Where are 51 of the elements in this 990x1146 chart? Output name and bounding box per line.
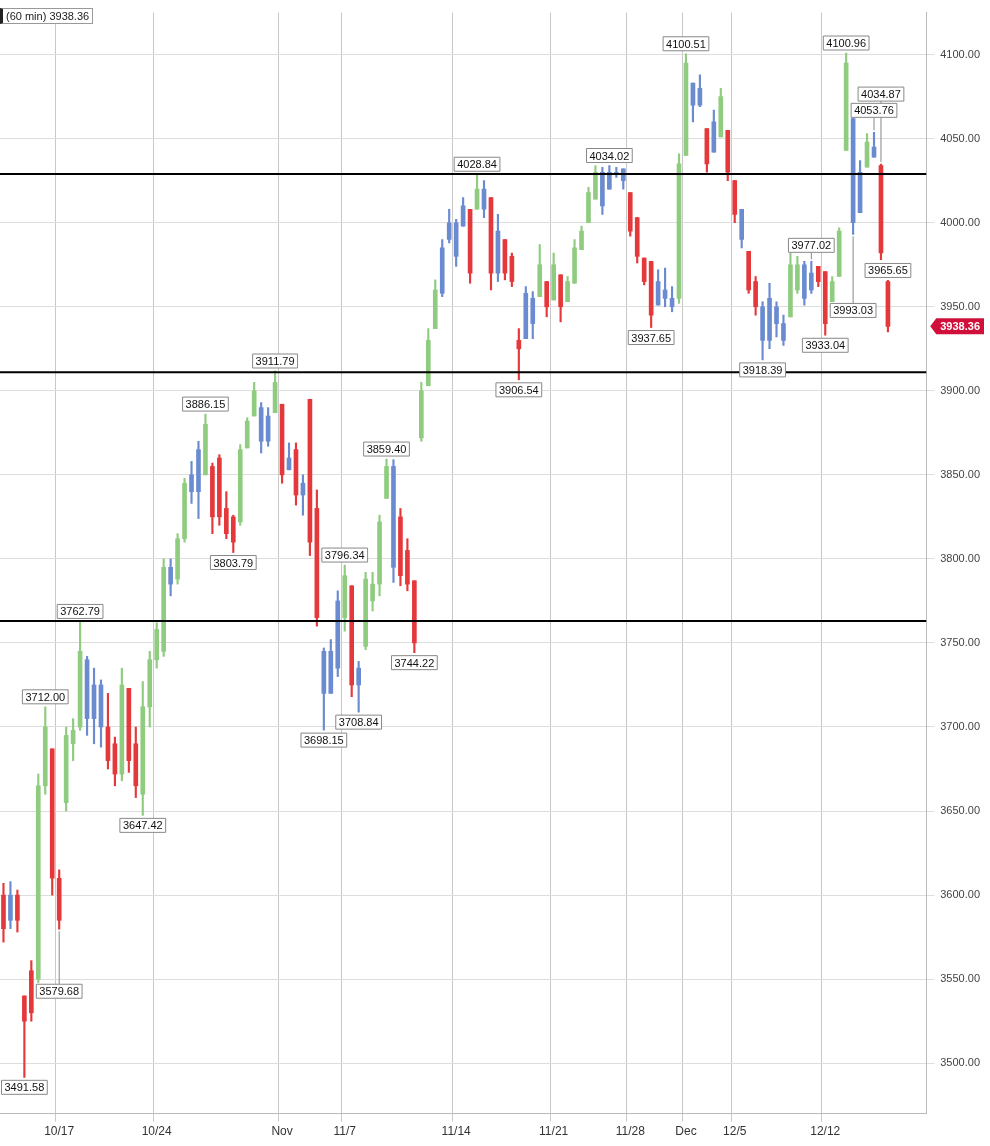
annotation: 3993.03 xyxy=(833,304,873,317)
annotation: 3491.58 xyxy=(4,1081,45,1094)
x-tick-label: Nov xyxy=(271,1124,293,1139)
annotation: 3937.65 xyxy=(631,331,672,344)
annotation: 4034.02 xyxy=(589,149,630,162)
y-tick-label: 3650.00 xyxy=(940,804,980,817)
y-tick-label: 4100.00 xyxy=(940,47,980,60)
chart-title: (60 min) 3938.36 xyxy=(0,8,94,24)
y-tick-label: 3850.00 xyxy=(940,467,980,480)
annotation: 4053.76 xyxy=(854,104,894,117)
y-tick-label: 3900.00 xyxy=(940,383,980,396)
annotation: 3886.15 xyxy=(185,398,226,411)
annotation: 3698.15 xyxy=(303,734,344,747)
x-tick-label: 10/17 xyxy=(44,1124,75,1139)
x-tick-label: Dec xyxy=(675,1124,697,1139)
annotation: 3977.02 xyxy=(791,239,832,252)
annotation: 3933.04 xyxy=(805,339,846,352)
annotation: 3803.79 xyxy=(213,556,254,569)
x-tick-label: 12/5 xyxy=(723,1124,747,1139)
annotation: 3796.34 xyxy=(324,549,365,562)
annotation: 3906.54 xyxy=(498,383,539,396)
x-tick-label: 11/7 xyxy=(333,1124,357,1139)
y-tick-label: 3700.00 xyxy=(940,720,980,733)
annotation: 3911.79 xyxy=(255,355,295,368)
annotation: 3859.40 xyxy=(366,443,407,456)
annotation: 3762.79 xyxy=(60,605,100,618)
annotation: 3712.00 xyxy=(25,690,66,703)
annotation: 3579.68 xyxy=(39,985,80,998)
annotation: 3647.42 xyxy=(122,819,163,832)
y-tick-label: 3550.00 xyxy=(940,972,980,985)
x-tick-label: 10/24 xyxy=(141,1124,173,1139)
annotation: 4028.84 xyxy=(457,158,497,171)
y-tick-label: 3500.00 xyxy=(940,1056,980,1069)
annotation: 4100.51 xyxy=(666,37,706,50)
x-tick-label: 11/14 xyxy=(441,1124,472,1139)
annotation: 3918.39 xyxy=(742,363,783,376)
y-tick-label: 4050.00 xyxy=(940,131,980,144)
x-tick-label: 11/21 xyxy=(539,1124,569,1139)
x-tick-label: 12/12 xyxy=(810,1124,841,1139)
x-tick-label: 11/28 xyxy=(615,1124,646,1139)
y-tick-label: 3750.00 xyxy=(940,635,980,648)
annotation: 3744.22 xyxy=(394,656,435,669)
y-tick-label: 3600.00 xyxy=(940,888,980,901)
text: 3938.36 xyxy=(940,320,980,333)
annotation: 4034.87 xyxy=(861,88,901,101)
annotation: 3965.65 xyxy=(868,264,908,277)
annotation: 3708.84 xyxy=(338,716,379,729)
y-tick-label: 3950.00 xyxy=(940,299,980,312)
annotation: 4100.96 xyxy=(826,37,867,50)
y-tick-label: 4000.00 xyxy=(940,215,980,228)
y-tick-label: 3800.00 xyxy=(940,551,980,564)
